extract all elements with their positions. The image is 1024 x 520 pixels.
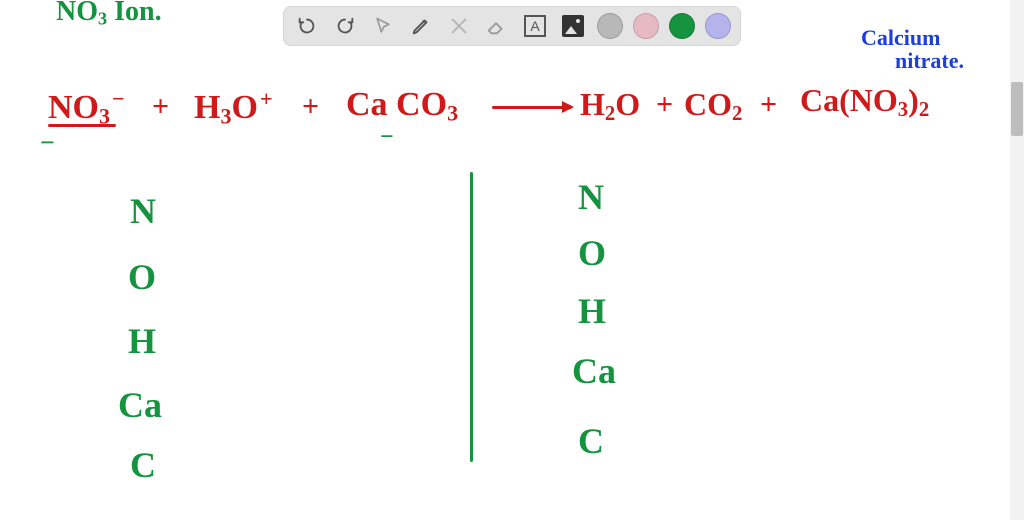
minus-below-no3: − <box>40 128 55 158</box>
right-atom-Ca: Ca <box>572 350 616 392</box>
eq-h2o: H2O <box>580 86 640 126</box>
pencil-icon[interactable] <box>407 12 435 40</box>
image-icon[interactable] <box>559 12 587 40</box>
center-divider <box>470 172 473 462</box>
color-swatch-lilac[interactable] <box>705 13 731 39</box>
underline-no3 <box>48 124 116 127</box>
eq-plus-4: + <box>760 88 777 122</box>
right-atom-C: C <box>578 420 604 462</box>
reaction-arrow <box>492 106 572 109</box>
scrollbar-track[interactable] <box>1010 0 1024 520</box>
redo-icon[interactable] <box>331 12 359 40</box>
left-atom-Ca: Ca <box>118 384 162 426</box>
color-swatch-green[interactable] <box>669 13 695 39</box>
right-atom-H: H <box>578 290 606 332</box>
annotation-calcium-nitrate: Calcium nitrate. <box>861 26 964 72</box>
right-atom-N: N <box>578 176 604 218</box>
eq-plus-1: + <box>152 90 169 124</box>
eraser-icon[interactable] <box>483 12 511 40</box>
eq-co2: CO2 <box>684 86 742 126</box>
eq-plus-3: + <box>656 88 673 122</box>
eq-caco3: Ca CO3 <box>346 86 458 127</box>
left-atom-H: H <box>128 320 156 362</box>
eq-cano32: Ca(NO3)2 <box>800 82 929 122</box>
tools-crossed-icon[interactable] <box>445 12 473 40</box>
scrollbar-thumb[interactable] <box>1011 82 1023 136</box>
color-swatch-grey[interactable] <box>597 13 623 39</box>
whiteboard-canvas[interactable]: NO3 Ion. A Calcium <box>0 0 1024 520</box>
minus-below-caco3: − <box>380 124 394 151</box>
left-atom-C: C <box>130 444 156 486</box>
textbox-icon[interactable]: A <box>521 12 549 40</box>
left-atom-N: N <box>130 190 156 232</box>
drawing-toolbar: A <box>283 6 741 46</box>
right-atom-O: O <box>578 232 606 274</box>
eq-h3oplus: H3O+ <box>194 86 273 130</box>
color-swatch-pink[interactable] <box>633 13 659 39</box>
left-atom-O: O <box>128 256 156 298</box>
pointer-icon[interactable] <box>369 12 397 40</box>
eq-plus-2: + <box>302 90 319 124</box>
undo-icon[interactable] <box>293 12 321 40</box>
topnote-no3-ion: NO3 Ion. <box>56 0 162 30</box>
